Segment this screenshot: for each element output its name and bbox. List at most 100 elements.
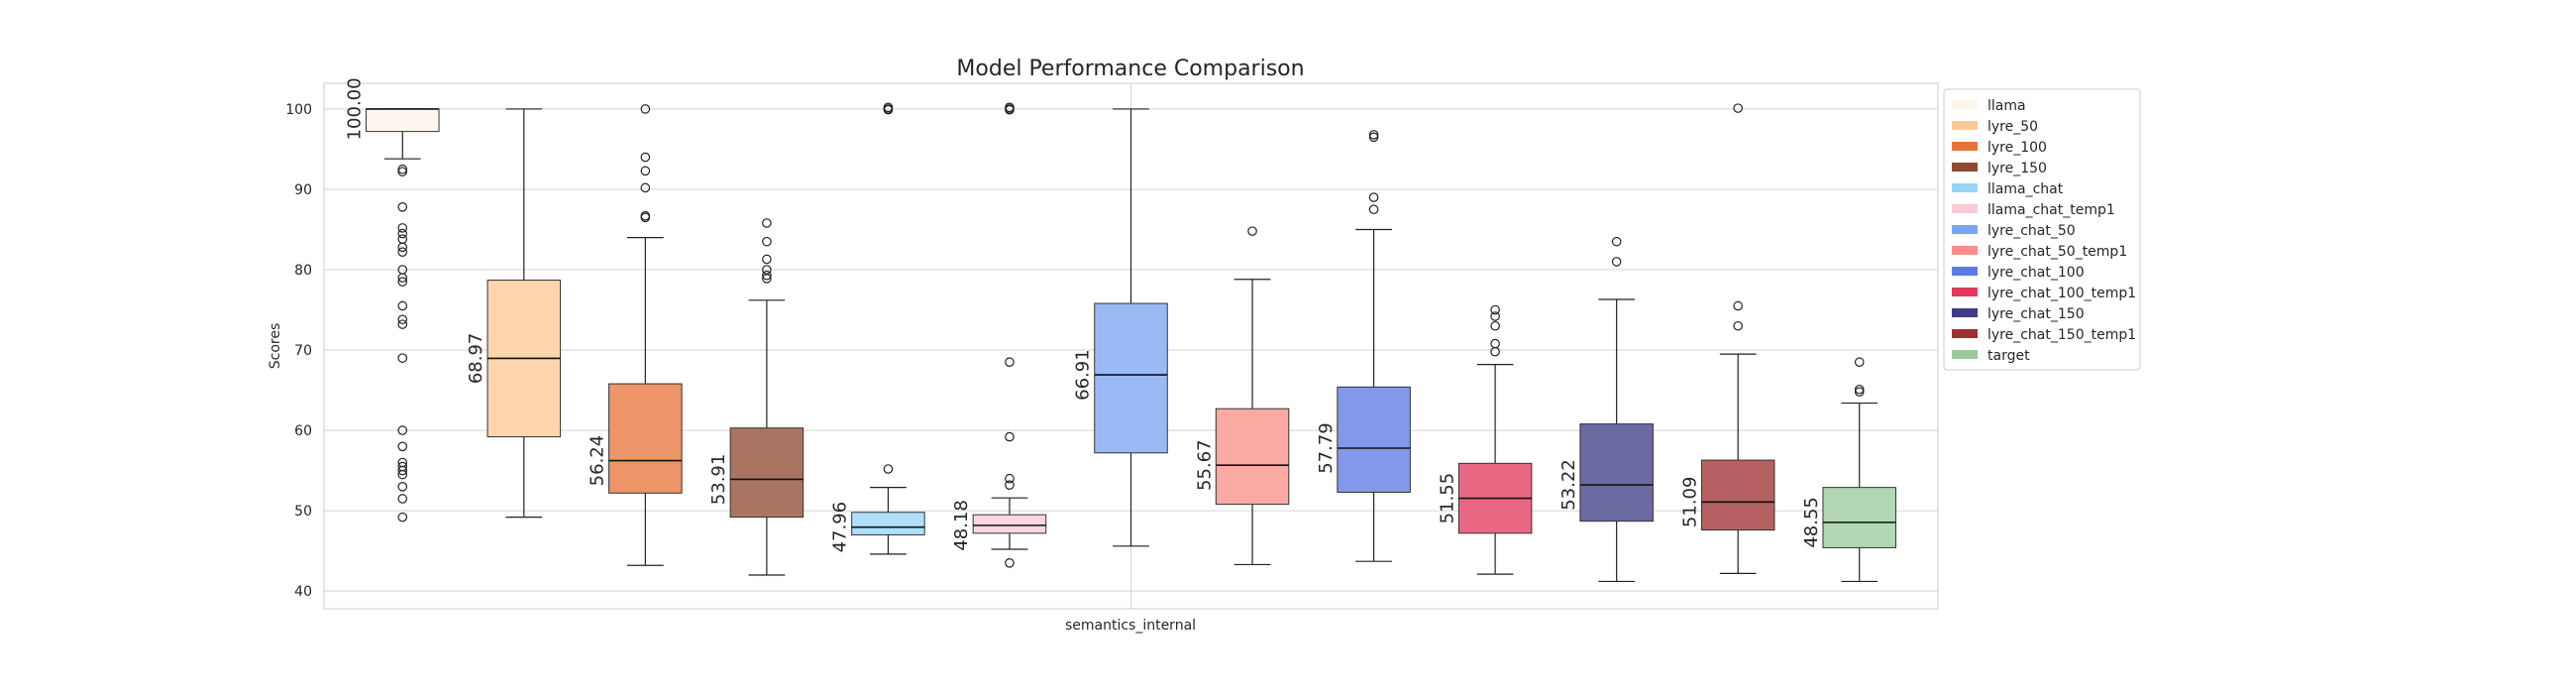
plot-frame	[323, 82, 1939, 610]
median-value-label: 100.00	[345, 77, 366, 140]
median-value-label: 68.97	[466, 333, 486, 385]
legend-item-lyre_150[interactable]: lyre_150	[1952, 161, 2047, 176]
outlier-point	[762, 254, 772, 265]
legend-swatch	[1952, 183, 1978, 192]
box-llama_chat[interactable]: 47.96	[830, 102, 925, 555]
box-iqr[interactable]	[366, 108, 440, 133]
legend-item-lyre_chat_150[interactable]: lyre_chat_150	[1952, 306, 2085, 322]
box-lyre_100[interactable]: 56.24	[588, 104, 683, 566]
outlier-point	[640, 210, 651, 221]
legend-item-lyre_50[interactable]: lyre_50	[1952, 119, 2038, 135]
outlier-point	[397, 469, 408, 480]
outlier-point	[1490, 346, 1500, 357]
legend-label: lyre_50	[1987, 119, 2038, 135]
legend-item-llama_chat_temp1[interactable]: llama_chat_temp1	[1952, 202, 2115, 218]
legend-label: lyre_150	[1987, 161, 2047, 176]
y-tick-label: 80	[294, 263, 312, 279]
outlier-point	[397, 314, 408, 325]
outlier-point	[397, 319, 408, 329]
outlier-point	[762, 265, 772, 275]
outlier-point	[1005, 431, 1015, 442]
median-value-label: 48.55	[1801, 497, 1822, 548]
legend-label: llama_chat_temp1	[1987, 202, 2115, 218]
box-lyre_chat_50[interactable]: 66.91	[1073, 108, 1168, 547]
x-axis-label: semantics_internal	[1065, 618, 1196, 634]
y-tick-label: 100	[285, 102, 312, 118]
box-lyre_chat_150_temp1[interactable]: 51.09	[1679, 103, 1775, 574]
outlier-point	[397, 242, 408, 253]
box-target[interactable]: 48.55	[1801, 357, 1896, 583]
axes: 40 50 60 70 80 90 100	[285, 82, 1939, 610]
legend-swatch	[1952, 329, 1978, 338]
outlier-point	[762, 236, 772, 247]
outlier-point	[1490, 320, 1500, 331]
box-llama[interactable]: 100.00	[345, 77, 440, 523]
box-iqr[interactable]	[972, 514, 1047, 534]
outlier-point	[397, 441, 408, 452]
legend-swatch	[1952, 204, 1978, 213]
box-lyre_chat_100_temp1[interactable]: 51.55	[1437, 304, 1533, 575]
y-tick-label: 50	[294, 504, 312, 520]
legend-item-llama[interactable]: llama	[1952, 98, 2026, 114]
y-tick-label: 70	[294, 343, 312, 359]
outlier-point	[1368, 130, 1379, 140]
legend-item-llama_chat[interactable]: llama_chat	[1952, 181, 2064, 197]
box-iqr[interactable]	[1822, 487, 1896, 548]
outlier-point	[397, 164, 408, 174]
outlier-point	[397, 277, 408, 287]
outlier-point	[1490, 338, 1500, 349]
legend[interactable]: llama lyre_50 lyre_100 lyre_150 llama_chatll…	[1943, 88, 2141, 371]
legend-label: lyre_chat_100	[1987, 265, 2085, 281]
box-lyre_50[interactable]: 68.97	[466, 108, 562, 519]
box-iqr[interactable]	[1094, 302, 1168, 454]
box-llama_chat_temp1[interactable]: 48.18	[951, 102, 1047, 568]
outlier-point	[640, 182, 651, 193]
outlier-point	[640, 166, 651, 176]
boxes: 100.00 68.97 56.24 53.91 47.96 48.18 66.91 55.6…	[345, 77, 1896, 583]
legend-label: target	[1987, 348, 2030, 364]
box-iqr[interactable]	[1579, 423, 1654, 523]
outlier-point	[397, 494, 408, 504]
outlier-point	[640, 152, 651, 163]
median-value-label: 53.91	[708, 454, 729, 506]
box-lyre_150[interactable]: 53.91	[708, 218, 805, 576]
legend-swatch	[1952, 121, 1978, 130]
box-iqr[interactable]	[729, 427, 805, 519]
legend-swatch	[1952, 163, 1978, 172]
legend-swatch	[1952, 350, 1978, 359]
outlier-point	[1733, 300, 1743, 311]
box-iqr[interactable]	[1215, 407, 1290, 506]
box-iqr[interactable]	[1700, 459, 1775, 531]
outlier-point	[883, 464, 894, 474]
outlier-point	[1490, 304, 1500, 315]
legend-label: llama	[1987, 98, 2026, 114]
legend-label: lyre_chat_50_temp1	[1987, 244, 2127, 260]
legend-item-lyre_100[interactable]: lyre_100	[1952, 140, 2047, 156]
legend-swatch	[1952, 142, 1978, 151]
legend-swatch	[1952, 267, 1978, 276]
legend-item-target[interactable]: target	[1952, 348, 2030, 364]
box-iqr[interactable]	[608, 383, 683, 494]
legend-item-lyre_chat_100_temp1[interactable]: lyre_chat_100_temp1	[1952, 286, 2136, 301]
box-lyre_chat_150[interactable]: 53.22	[1558, 236, 1654, 583]
legend-item-lyre_chat_100[interactable]: lyre_chat_100	[1952, 265, 2085, 281]
outlier-point	[883, 102, 894, 113]
legend-label: lyre_100	[1987, 140, 2047, 156]
box-lyre_chat_100[interactable]: 57.79	[1316, 130, 1411, 562]
legend-item-lyre_chat_150_temp1[interactable]: lyre_chat_150_temp1	[1952, 327, 2136, 343]
outlier-point	[397, 202, 408, 212]
legend-item-lyre_chat_50[interactable]: lyre_chat_50	[1952, 223, 2076, 239]
outlier-point	[762, 270, 772, 281]
chart-title: Model Performance Comparison	[956, 57, 1304, 81]
box-lyre_chat_50_temp1[interactable]: 55.67	[1194, 226, 1290, 566]
box-iqr[interactable]	[1337, 386, 1411, 493]
outlier-point	[397, 167, 408, 176]
outlier-point	[1247, 226, 1257, 236]
y-tick-label: 40	[294, 584, 312, 600]
legend-swatch	[1952, 246, 1978, 255]
legend-item-lyre_chat_50_temp1[interactable]: lyre_chat_50_temp1	[1952, 244, 2127, 260]
box-iqr[interactable]	[851, 512, 925, 535]
legend-label: lyre_chat_150	[1987, 306, 2085, 322]
